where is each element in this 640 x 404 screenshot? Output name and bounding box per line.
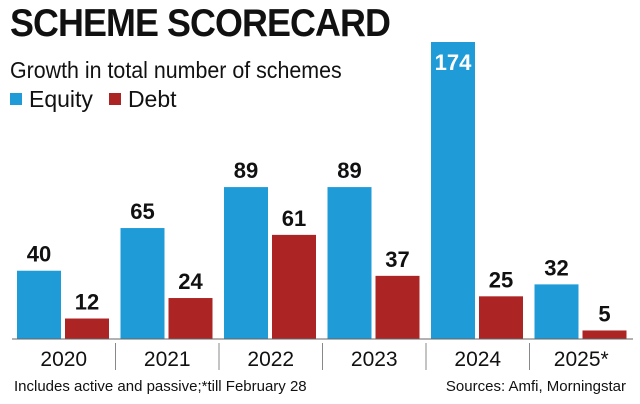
- data-label-equity-2023: 89: [337, 158, 361, 183]
- x-tick-label-2020: 2020: [40, 348, 87, 371]
- legend: Equity Debt: [10, 86, 193, 112]
- chart-subtitle: Growth in total number of schemes: [10, 57, 342, 83]
- bar-equity-2025: [534, 284, 579, 339]
- x-tick-label-2022: 2022: [247, 348, 294, 371]
- data-label-debt-2023: 37: [385, 247, 409, 272]
- bar-equity-2024: [431, 42, 475, 339]
- bar-equity-2022: [224, 187, 268, 339]
- data-label-equity-2020: 40: [27, 242, 51, 267]
- data-label-debt-2021: 24: [178, 269, 203, 294]
- data-label-debt-2025: 5: [598, 301, 610, 326]
- data-label-debt-2020: 12: [75, 290, 99, 315]
- legend-item-equity: Equity: [10, 86, 93, 113]
- legend-label-equity: Equity: [29, 85, 93, 112]
- legend-label-debt: Debt: [127, 85, 177, 112]
- source-credit: Sources: Amfi, Morningstar: [445, 378, 626, 395]
- data-label-equity-2021: 65: [130, 199, 154, 224]
- bar-equity-2023: [327, 187, 372, 339]
- legend-swatch-equity: [10, 93, 22, 105]
- chart-title: SCHEME SCORECARD: [10, 2, 391, 45]
- bar-debt-2020: [65, 318, 109, 339]
- data-label-debt-2022: 61: [282, 206, 306, 231]
- data-label-equity-2022: 89: [234, 158, 258, 183]
- x-tick-label-2021: 2021: [144, 348, 191, 371]
- bar-debt-2023: [375, 275, 420, 339]
- bar-debt-2021: [168, 298, 213, 339]
- bar-equity-2021: [120, 228, 165, 339]
- bar-equity-2020: [17, 270, 61, 339]
- data-label-equity-2024: 174: [435, 50, 472, 75]
- bar-debt-2022: [272, 234, 316, 339]
- legend-swatch-debt: [108, 93, 121, 105]
- bar-debt-2025: [582, 330, 627, 339]
- data-label-debt-2024: 25: [489, 267, 513, 292]
- x-tick-label-2025: 2025*: [554, 348, 609, 371]
- bar-debt-2024: [479, 296, 523, 339]
- data-label-equity-2025: 32: [544, 255, 568, 280]
- footnote: Includes active and passive;*till Februa…: [14, 378, 307, 395]
- legend-item-debt: Debt: [108, 85, 177, 113]
- x-tick-label-2024: 2024: [454, 348, 501, 371]
- x-tick-label-2023: 2023: [351, 348, 398, 371]
